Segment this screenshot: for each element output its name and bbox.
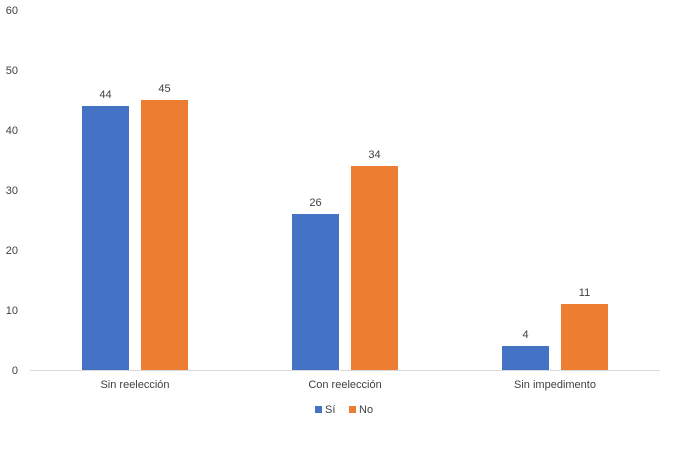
y-tick-label: 10 — [6, 305, 18, 317]
legend-label: Sí — [325, 404, 335, 416]
data-label: 44 — [99, 89, 111, 101]
data-label: 45 — [158, 83, 170, 95]
legend: Sí No — [315, 404, 373, 416]
y-tick-label: 60 — [6, 5, 18, 17]
legend-label: No — [359, 404, 373, 416]
bar-no — [141, 100, 188, 370]
bar-no — [351, 166, 398, 370]
bar-si — [82, 106, 129, 370]
x-category-label: Sin reelección — [100, 379, 169, 391]
data-label: 4 — [522, 329, 528, 341]
bars-group — [82, 100, 608, 370]
y-tick-label: 40 — [6, 125, 18, 137]
y-tick-label: 0 — [12, 365, 18, 377]
data-label: 11 — [579, 287, 590, 299]
bar-si — [292, 214, 339, 370]
y-tick-label: 30 — [6, 185, 18, 197]
data-labels-group: 44 45 26 34 4 11 — [99, 83, 590, 341]
y-axis-tick-labels: 0 10 20 30 40 50 60 — [6, 5, 18, 377]
x-category-label: Sin impedimento — [514, 379, 596, 391]
data-label: 34 — [368, 149, 380, 161]
y-tick-label: 50 — [6, 65, 18, 77]
bar-no — [561, 304, 608, 370]
data-label: 26 — [309, 197, 321, 209]
x-axis-category-labels: Sin reelección Con reelección Sin impedime… — [100, 379, 596, 391]
x-category-label: Con reelección — [308, 379, 381, 391]
y-tick-label: 20 — [6, 245, 18, 257]
legend-swatch — [315, 406, 322, 413]
legend-swatch — [349, 406, 356, 413]
bar-si — [502, 346, 549, 370]
